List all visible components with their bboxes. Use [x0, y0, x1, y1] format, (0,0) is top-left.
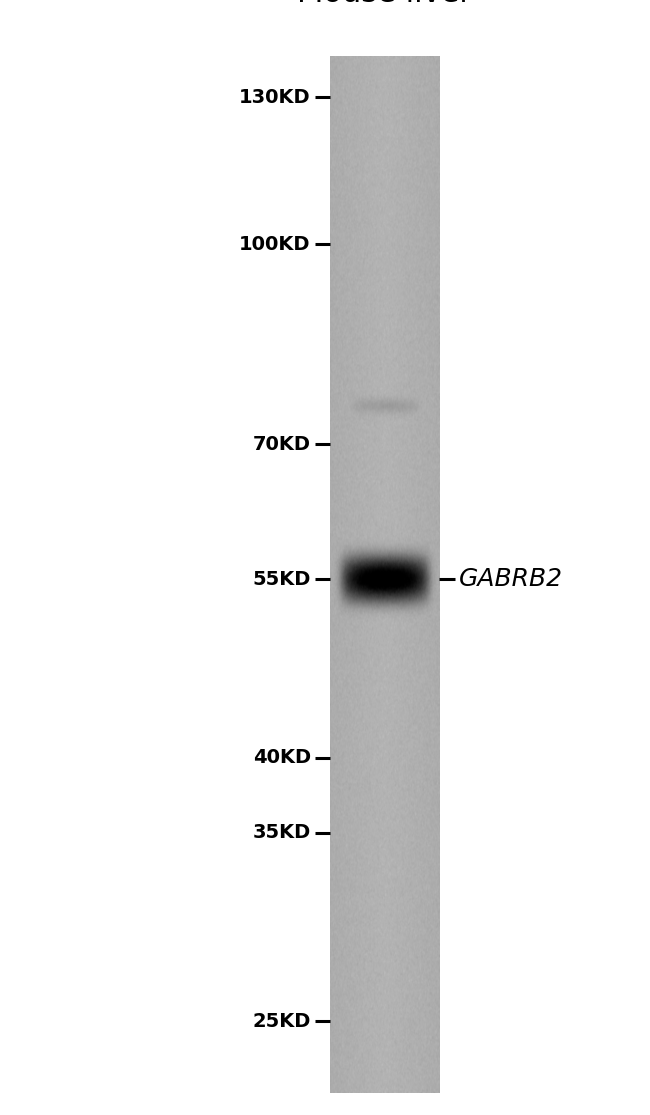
Text: 70KD: 70KD [253, 435, 311, 454]
Text: GABRB2: GABRB2 [459, 568, 563, 591]
Text: 40KD: 40KD [253, 748, 311, 767]
Text: 100KD: 100KD [239, 235, 311, 254]
Text: 25KD: 25KD [252, 1011, 311, 1030]
Text: Mouse liver: Mouse liver [297, 0, 473, 8]
Text: 55KD: 55KD [252, 570, 311, 589]
Text: 35KD: 35KD [252, 823, 311, 842]
Text: 130KD: 130KD [239, 88, 311, 107]
